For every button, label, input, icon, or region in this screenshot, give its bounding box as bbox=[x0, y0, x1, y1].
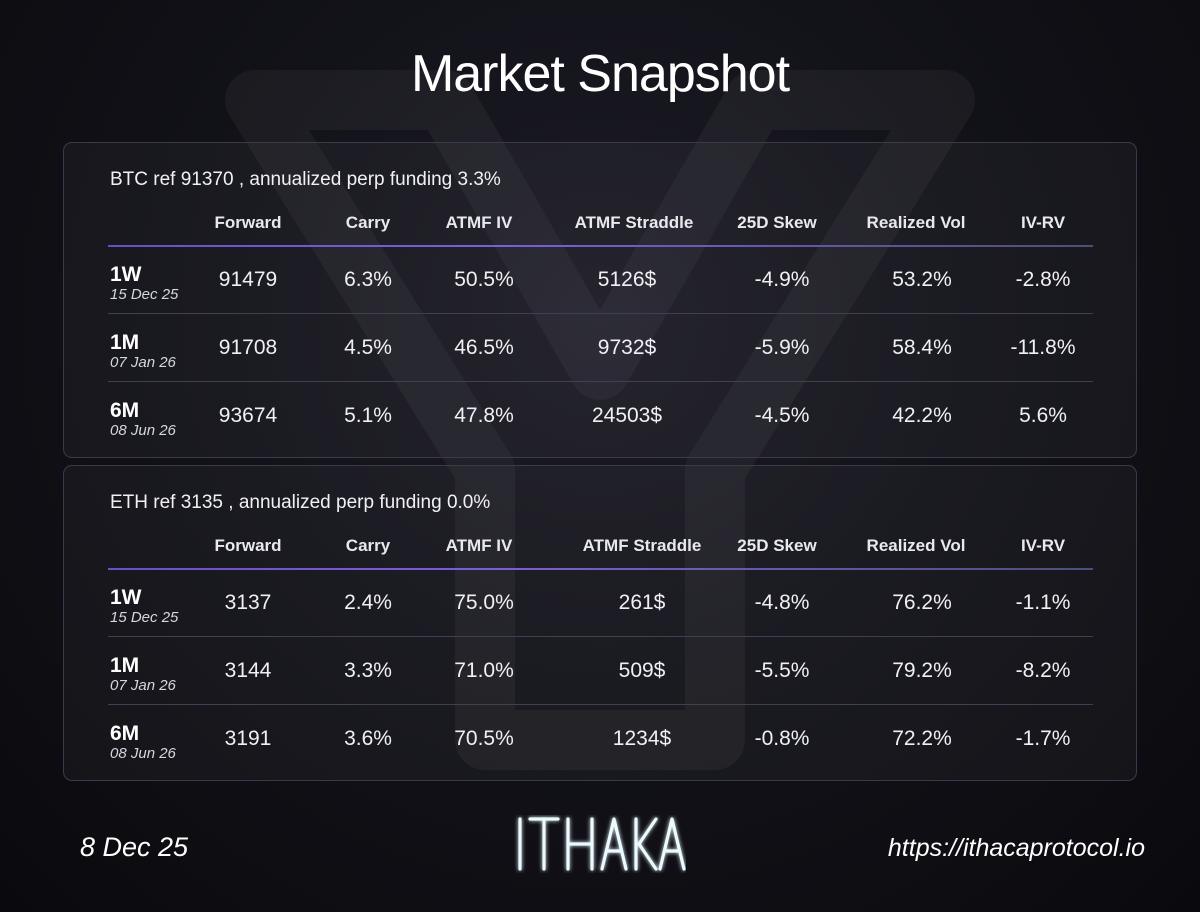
col-25d-skew: 25D Skew bbox=[737, 536, 817, 555]
col-25d-skew: 25D Skew bbox=[737, 213, 817, 232]
col-realized-vol: Realized Vol bbox=[866, 213, 966, 232]
carry-value: 4.5% bbox=[344, 336, 392, 359]
btc-header-divider bbox=[108, 245, 1093, 247]
table-row: 6M 08 Jun 26 3191 3.6% 70.5% 1234$ -0.8%… bbox=[64, 706, 1136, 773]
ithaka-logo bbox=[518, 817, 686, 871]
col-atmf-iv: ATMF IV bbox=[445, 213, 513, 232]
tenor-label: 1M bbox=[110, 654, 140, 677]
straddle-value: 261$ bbox=[618, 591, 666, 614]
table-row: 1W 15 Dec 25 3137 2.4% 75.0% 261$ -4.8% … bbox=[64, 570, 1136, 637]
skew-value: -4.9% bbox=[754, 268, 810, 291]
expiry-date: 08 Jun 26 bbox=[110, 422, 176, 439]
iv-rv-value: -1.1% bbox=[1015, 591, 1071, 614]
snapshot-date: 8 Dec 25 bbox=[80, 832, 189, 862]
realized-vol-value: 58.4% bbox=[892, 336, 952, 359]
atmf-iv-value: 71.0% bbox=[454, 659, 514, 682]
expiry-date: 07 Jan 26 bbox=[110, 677, 176, 694]
straddle-value: 1234$ bbox=[612, 727, 672, 750]
carry-value: 5.1% bbox=[344, 404, 392, 427]
expiry-date: 07 Jan 26 bbox=[110, 354, 176, 371]
iv-rv-value: -11.8% bbox=[1010, 336, 1076, 359]
realized-vol-value: 53.2% bbox=[892, 268, 952, 291]
eth-panel: ETH ref 3135 , annualized perp funding 0… bbox=[63, 465, 1137, 781]
col-atmf-straddle: ATMF Straddle bbox=[574, 213, 694, 232]
iv-rv-value: -8.2% bbox=[1015, 659, 1071, 682]
straddle-value: 9732$ bbox=[597, 336, 657, 359]
skew-value: -5.9% bbox=[754, 336, 810, 359]
skew-value: -5.5% bbox=[754, 659, 810, 682]
carry-value: 3.3% bbox=[344, 659, 392, 682]
col-carry: Carry bbox=[345, 536, 391, 555]
carry-value: 2.4% bbox=[344, 591, 392, 614]
tenor-label: 6M bbox=[110, 399, 140, 422]
atmf-iv-value: 50.5% bbox=[454, 268, 514, 291]
expiry-date: 15 Dec 25 bbox=[110, 609, 179, 626]
straddle-value: 5126$ bbox=[597, 268, 657, 291]
expiry-date: 08 Jun 26 bbox=[110, 745, 176, 762]
btc-panel-header: BTC ref 91370 , annualized perp funding … bbox=[110, 169, 501, 190]
iv-rv-value: 5.6% bbox=[1019, 404, 1067, 427]
atmf-iv-value: 46.5% bbox=[454, 336, 514, 359]
row-divider bbox=[108, 704, 1093, 705]
realized-vol-value: 76.2% bbox=[892, 591, 952, 614]
tenor-label: 1M bbox=[110, 331, 140, 354]
col-realized-vol: Realized Vol bbox=[866, 536, 966, 555]
straddle-value: 24503$ bbox=[591, 404, 663, 427]
btc-column-headers: Forward Carry ATMF IV ATMF Straddle 25D … bbox=[64, 213, 1136, 235]
expiry-date: 15 Dec 25 bbox=[110, 286, 179, 303]
straddle-value: 509$ bbox=[618, 659, 666, 682]
forward-value: 91708 bbox=[218, 336, 278, 359]
forward-value: 3191 bbox=[224, 727, 272, 750]
tenor-label: 6M bbox=[110, 722, 140, 745]
table-row: 1M 07 Jan 26 3144 3.3% 71.0% 509$ -5.5% … bbox=[64, 638, 1136, 705]
col-iv-rv: IV-RV bbox=[1020, 536, 1066, 555]
carry-value: 3.6% bbox=[344, 727, 392, 750]
table-row: 6M 08 Jun 26 93674 5.1% 47.8% 24503$ -4.… bbox=[64, 383, 1136, 450]
atmf-iv-value: 47.8% bbox=[454, 404, 514, 427]
page-title: Market Snapshot bbox=[410, 45, 790, 103]
skew-value: -4.8% bbox=[754, 591, 810, 614]
eth-panel-header: ETH ref 3135 , annualized perp funding 0… bbox=[110, 492, 491, 513]
atmf-iv-value: 70.5% bbox=[454, 727, 514, 750]
realized-vol-value: 72.2% bbox=[892, 727, 952, 750]
tenor-label: 1W bbox=[110, 263, 142, 286]
forward-value: 3137 bbox=[224, 591, 272, 614]
forward-value: 91479 bbox=[218, 268, 278, 291]
col-forward: Forward bbox=[214, 536, 282, 555]
eth-column-headers: Forward Carry ATMF IV ATMF Straddle 25D … bbox=[64, 536, 1136, 558]
tenor-label: 1W bbox=[110, 586, 142, 609]
table-row: 1W 15 Dec 25 91479 6.3% 50.5% 5126$ -4.9… bbox=[64, 247, 1136, 314]
col-atmf-straddle: ATMF Straddle bbox=[582, 536, 702, 555]
col-forward: Forward bbox=[214, 213, 282, 232]
forward-value: 93674 bbox=[218, 404, 278, 427]
row-divider bbox=[108, 636, 1093, 637]
col-carry: Carry bbox=[345, 213, 391, 232]
realized-vol-value: 79.2% bbox=[892, 659, 952, 682]
table-row: 1M 07 Jan 26 91708 4.5% 46.5% 9732$ -5.9… bbox=[64, 315, 1136, 382]
col-iv-rv: IV-RV bbox=[1020, 213, 1066, 232]
iv-rv-value: -2.8% bbox=[1015, 268, 1071, 291]
realized-vol-value: 42.2% bbox=[892, 404, 952, 427]
row-divider bbox=[108, 381, 1093, 382]
website-link[interactable]: https://ithacaprotocol.io bbox=[887, 834, 1145, 862]
carry-value: 6.3% bbox=[344, 268, 392, 291]
row-divider bbox=[108, 313, 1093, 314]
forward-value: 3144 bbox=[224, 659, 272, 682]
iv-rv-value: -1.7% bbox=[1015, 727, 1071, 750]
col-atmf-iv: ATMF IV bbox=[445, 536, 513, 555]
eth-header-divider bbox=[108, 568, 1093, 570]
skew-value: -0.8% bbox=[754, 727, 810, 750]
skew-value: -4.5% bbox=[754, 404, 810, 427]
btc-panel: BTC ref 91370 , annualized perp funding … bbox=[63, 142, 1137, 458]
atmf-iv-value: 75.0% bbox=[454, 591, 514, 614]
